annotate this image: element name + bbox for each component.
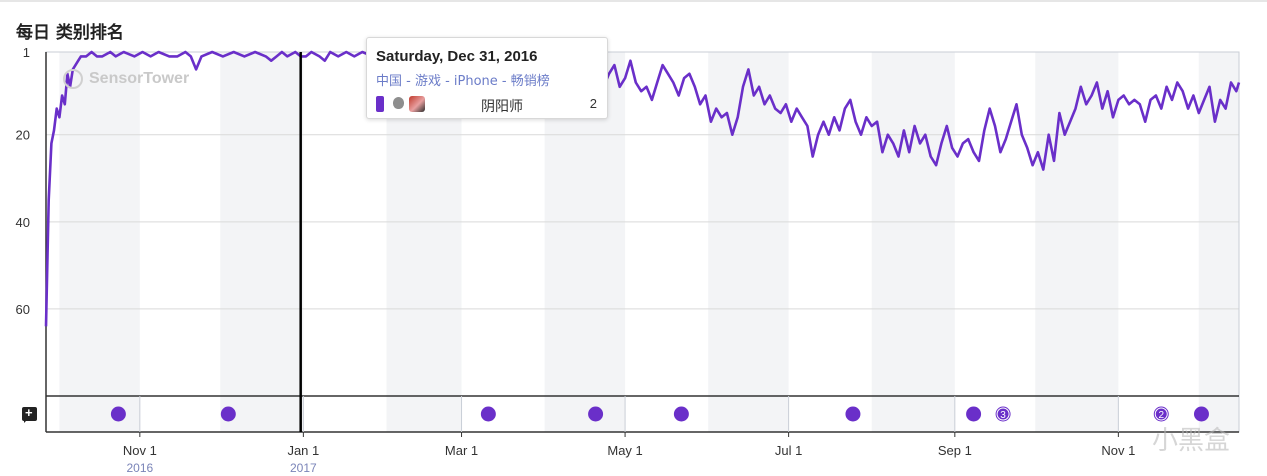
annotation-marker[interactable] bbox=[1153, 406, 1169, 422]
tooltip-app-name: 阴阳师 bbox=[481, 99, 523, 115]
annotation-marker[interactable] bbox=[995, 406, 1011, 422]
month-band bbox=[1035, 52, 1119, 432]
annotation-count: 3 bbox=[1000, 410, 1006, 421]
x-tick-label: Jul 1 bbox=[775, 443, 802, 458]
watermark-text: SensorTower bbox=[89, 70, 190, 88]
top-divider bbox=[0, 0, 1267, 2]
annotation-marker-ring bbox=[1154, 407, 1168, 421]
tooltip-rank: 2 bbox=[589, 96, 597, 111]
sensortower-logo-icon bbox=[63, 69, 83, 89]
x-tick-label: May 1 bbox=[607, 443, 642, 458]
annotation-count: 2 bbox=[1158, 410, 1164, 421]
month-band bbox=[220, 52, 304, 432]
y-tick-label: 20 bbox=[16, 128, 30, 143]
chart-title: 每日 类别排名 bbox=[16, 23, 124, 43]
annotation-marker[interactable] bbox=[673, 406, 689, 422]
x-tick-label: Sep 1 bbox=[938, 443, 972, 458]
annotation-marker[interactable] bbox=[588, 406, 604, 422]
month-band bbox=[1198, 52, 1239, 432]
tooltip-subtitle: 中国 - 游戏 - iPhone - 畅销榜 bbox=[376, 74, 550, 89]
y-tick-label: 1 bbox=[23, 45, 30, 60]
annotation-marker[interactable] bbox=[1193, 406, 1209, 422]
x-tick-label: Nov 1 bbox=[123, 443, 157, 458]
y-tick-label: 60 bbox=[16, 302, 30, 317]
hover-tooltip: Saturday, Dec 31, 2016 中国 - 游戏 - iPhone … bbox=[366, 37, 608, 119]
annotation-marker[interactable] bbox=[845, 406, 861, 422]
x-tick-label: Mar 1 bbox=[445, 443, 478, 458]
x-tick-year: 2017 bbox=[290, 461, 317, 475]
apple-icon bbox=[393, 97, 404, 109]
annotation-marker[interactable] bbox=[966, 406, 982, 422]
series-color-swatch bbox=[376, 96, 384, 112]
annotation-marker[interactable] bbox=[110, 406, 126, 422]
tooltip-date: Saturday, Dec 31, 2016 bbox=[376, 48, 538, 65]
month-band bbox=[871, 52, 955, 432]
series-line bbox=[44, 50, 1241, 327]
x-tick-label: Nov 1 bbox=[1101, 443, 1135, 458]
month-band bbox=[59, 52, 140, 432]
y-tick-label: 40 bbox=[16, 215, 30, 230]
annotation-marker[interactable] bbox=[480, 406, 496, 422]
x-tick-label: Jan 1 bbox=[287, 443, 319, 458]
annotation-marker-ring bbox=[996, 407, 1010, 421]
add-annotation-icon[interactable] bbox=[22, 405, 37, 423]
app-icon bbox=[409, 96, 425, 112]
site-watermark: 小黑盒 bbox=[1152, 426, 1231, 456]
sensortower-watermark: SensorTower bbox=[63, 69, 189, 89]
annotation-marker[interactable] bbox=[220, 406, 236, 422]
x-tick-year: 2016 bbox=[126, 461, 153, 475]
